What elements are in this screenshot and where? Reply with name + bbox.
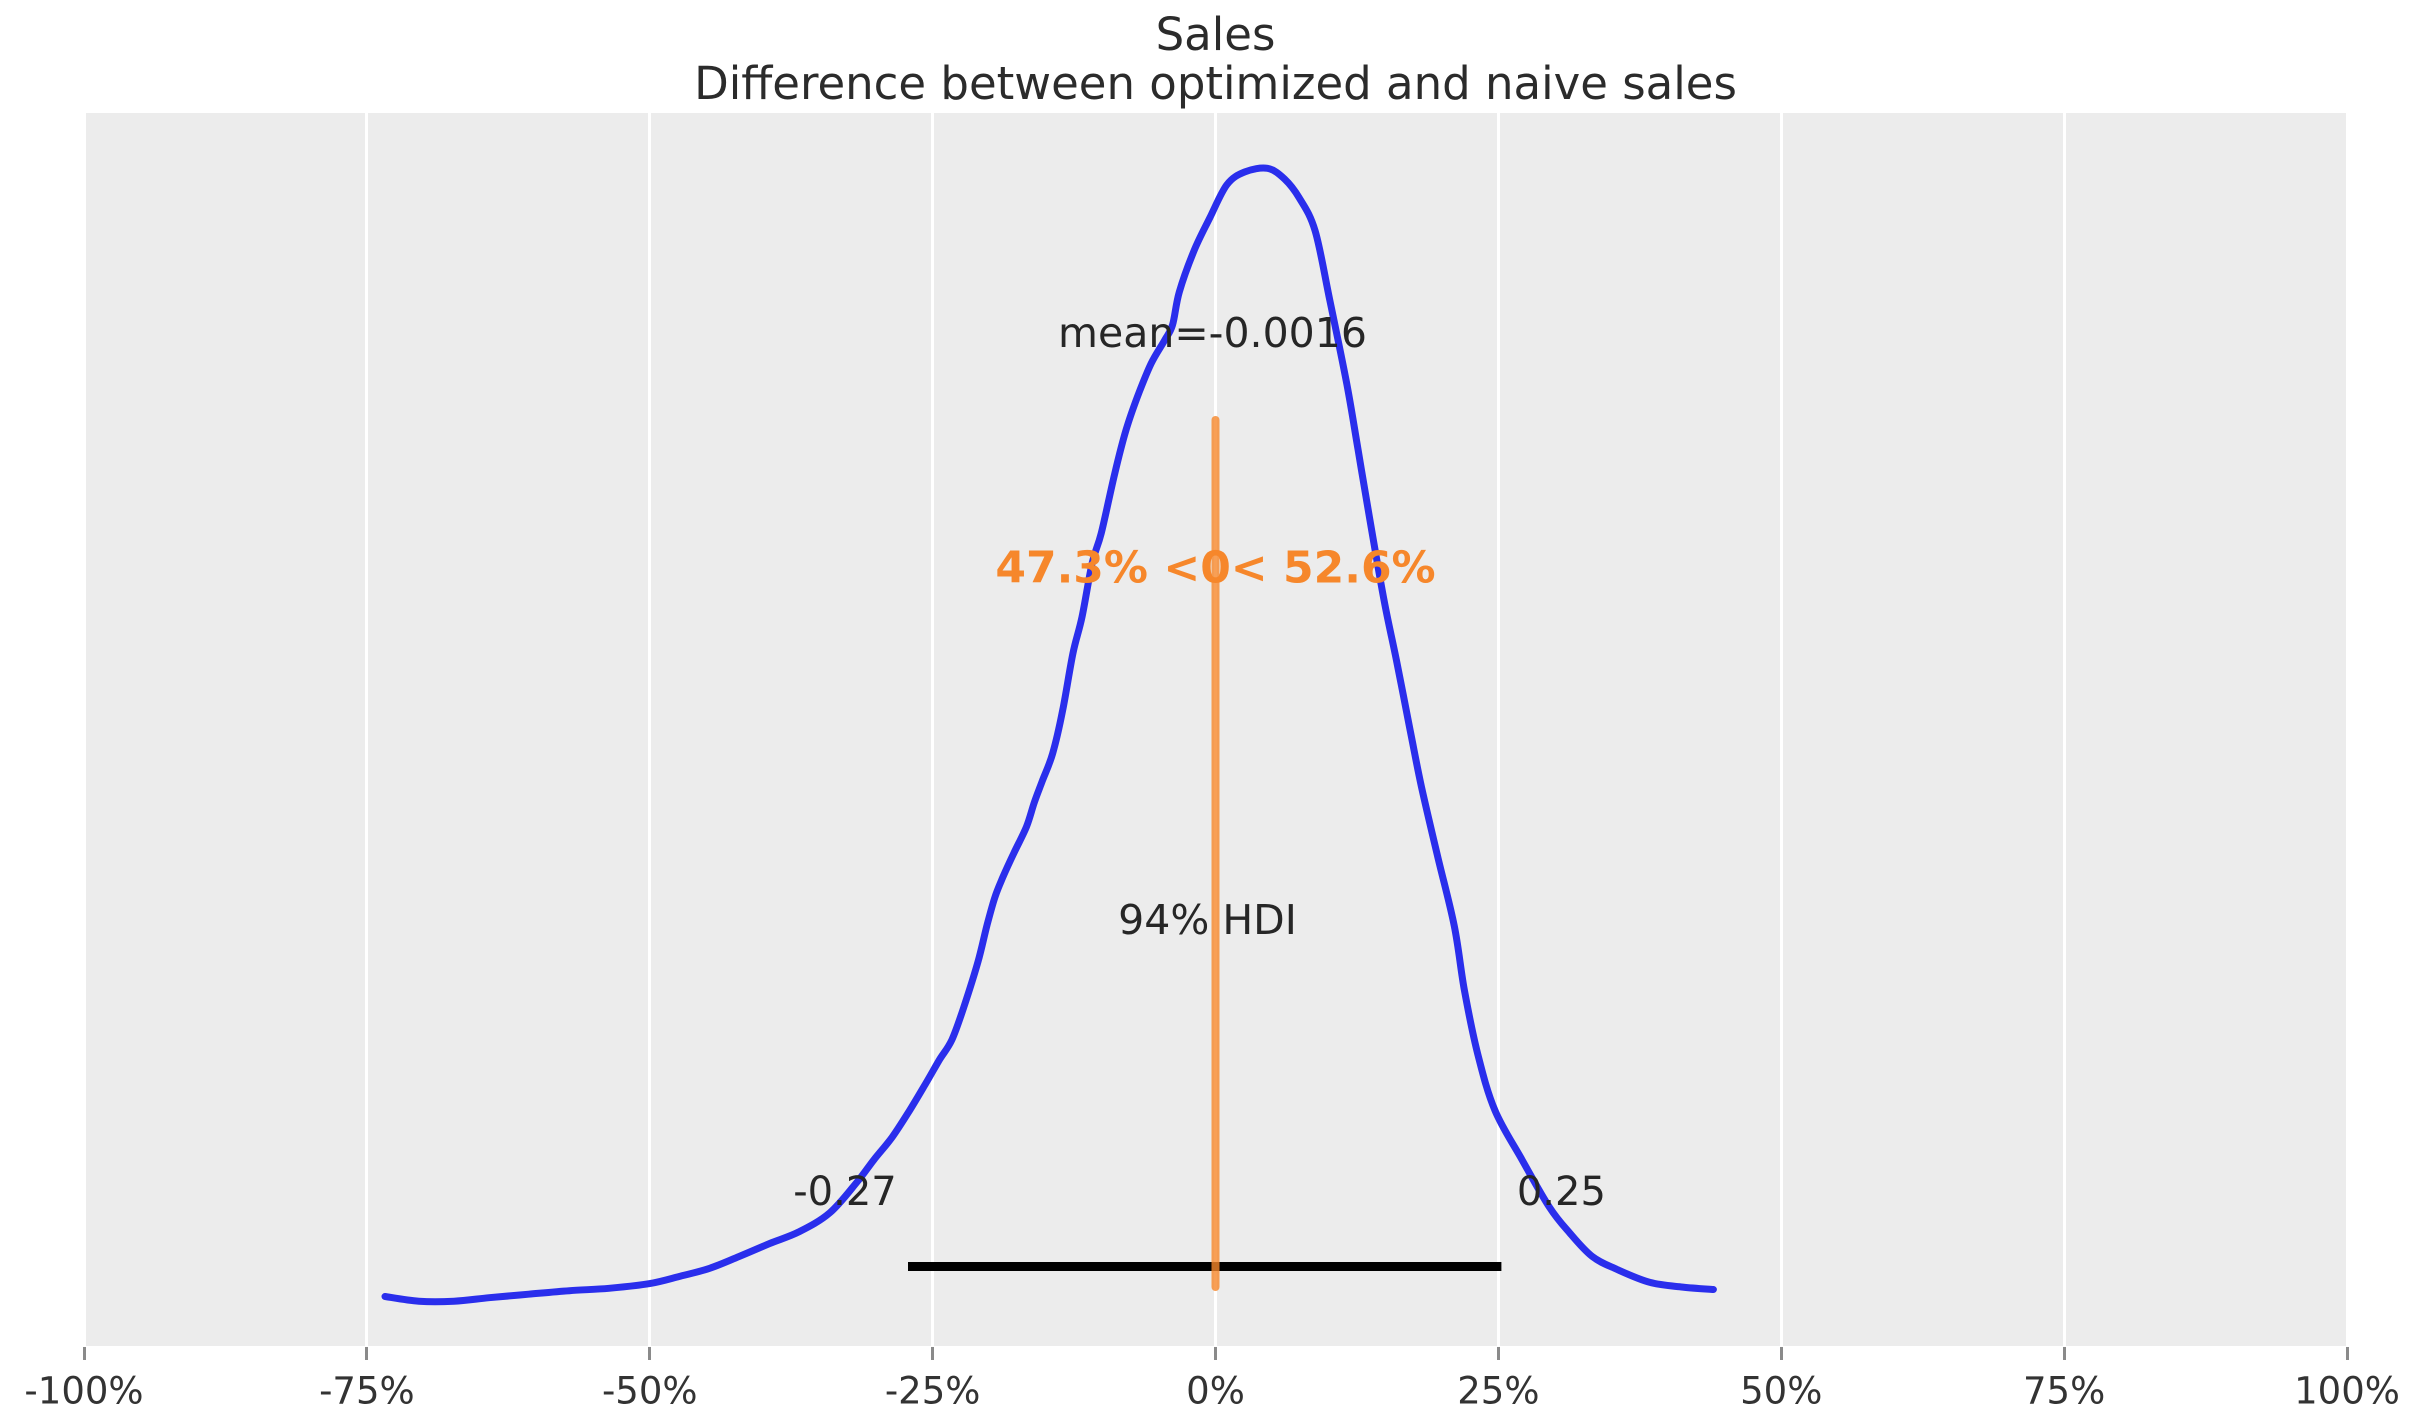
hdi-upper-bound-label: 0.25 (1516, 1169, 1606, 1215)
chart-subtitle: Difference between optimized and naive s… (694, 57, 1737, 110)
x-tickmark--50% (648, 1347, 652, 1360)
x-tick-label-25%: 25% (1457, 1369, 1540, 1413)
x-tick-label-75%: 75% (2023, 1369, 2106, 1413)
x-tickmark-25% (1496, 1347, 1500, 1360)
hdi-lower-bound-label: -0.27 (793, 1169, 897, 1215)
mean-annotation: mean=-0.0016 (1058, 309, 1367, 357)
x-gridline-75% (2062, 113, 2066, 1346)
x-tick-label--50%: -50% (601, 1369, 698, 1413)
kde-density-curve (381, 164, 1717, 1306)
x-tickmark-100% (2345, 1347, 2349, 1360)
x-tick-label--25%: -25% (884, 1369, 981, 1413)
x-gridline-100% (2345, 113, 2349, 1346)
x-tickmark--100% (82, 1347, 86, 1360)
x-tickmark-50% (1779, 1347, 1783, 1360)
x-gridline-50% (1779, 113, 1783, 1346)
x-tick-label-100%: 100% (2294, 1369, 2400, 1413)
ref-value-probability-annotation: 47.3% <0< 52.6% (995, 542, 1436, 594)
x-tickmark--75% (365, 1347, 369, 1360)
chart-title-block: Sales Difference between optimized and n… (84, 10, 2347, 108)
hdi-title-annotation: 94% HDI (1118, 896, 1297, 944)
x-tick-label-50%: 50% (1740, 1369, 1823, 1413)
x-tick-label--100%: -100% (24, 1369, 144, 1413)
x-tick-label-0%: 0% (1186, 1369, 1245, 1413)
x-tickmark-75% (2062, 1347, 2066, 1360)
x-gridline--100% (82, 113, 86, 1346)
x-gridline--25% (931, 113, 935, 1346)
chart-title: Sales (1155, 8, 1276, 61)
x-tickmark--25% (931, 1347, 935, 1360)
x-tick-label--75%: -75% (319, 1369, 415, 1413)
x-tickmark-0% (1214, 1347, 1217, 1360)
x-gridline--75% (365, 113, 369, 1346)
x-gridline--50% (648, 113, 652, 1346)
x-gridline-25% (1496, 113, 1500, 1346)
